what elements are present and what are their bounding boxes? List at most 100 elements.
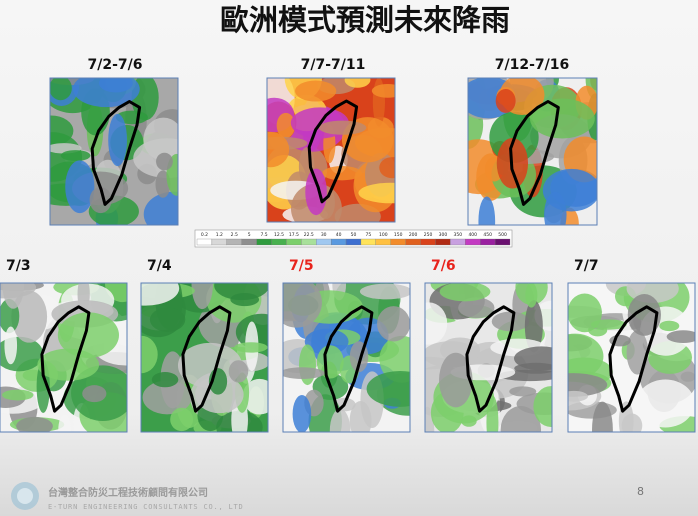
legend-tick-label: 450 [483,232,492,238]
map-frame [467,77,598,226]
rain-blob [98,78,133,93]
rain-blob [529,98,595,139]
island-outline [323,305,374,413]
day-label: 7/6 [431,258,456,274]
rain-blob [439,352,473,408]
legend-swatch [316,238,332,246]
rain-blob [568,373,608,397]
rain-blob [621,413,643,432]
rain-map [468,78,597,225]
legend-swatch [435,238,451,246]
legend-swatch [390,238,406,246]
rain-map [141,283,268,432]
legend-tick-label: 50 [351,232,357,238]
legend-tick-label: 7.5 [260,232,267,238]
legend-tick-label: 30 [321,232,327,238]
rain-blob [329,408,351,432]
rain-blob [371,83,395,98]
legend-swatch [345,238,362,246]
rain-blob [659,320,680,332]
rain-blob [283,283,322,328]
rain-blob [267,131,290,168]
legend-tick-label: 5 [248,232,251,238]
rain-blob [377,306,410,342]
rain-blob [89,186,112,214]
legend-tick-label: 75 [366,232,372,238]
rain-blob [318,120,367,135]
rain-blob [2,389,34,401]
rain-blob [50,78,72,101]
rain-blob [104,283,127,303]
legend-tick-label: 12.5 [274,232,284,238]
island-outline [307,99,359,204]
rain-blob [514,346,552,371]
legend-swatch [360,238,377,246]
legend-swatch [241,238,257,246]
rain-blob [2,283,25,309]
logo-inner [17,488,33,504]
rain-blob [544,191,567,225]
rain-blob [230,292,260,307]
rain-blob [636,379,695,428]
legend-swatch [450,238,466,246]
rain-blob [379,157,395,179]
rain-map [267,78,395,222]
legend-tick-label: 40 [336,232,342,238]
rain-blob [143,191,178,225]
rain-blob [11,290,48,343]
map-frame [0,282,128,433]
rain-blob [82,385,107,403]
legend-tick-label: 250 [424,232,433,238]
legend-swatch [465,238,481,246]
rain-blob [458,297,495,319]
company-english: E-TURN ENGINEERING CONSULTANTS CO., LTD [48,503,244,511]
rain-blob [359,283,410,300]
rain-blob [292,394,312,432]
legend-tick-label: 400 [468,232,477,238]
legend-swatch [405,238,421,246]
day-label: 7/4 [147,258,172,274]
legend-swatch [226,238,242,246]
legend-tick-label: 17.5 [289,232,299,238]
page-number: 8 [637,485,644,498]
day-label: 7/3 [6,258,31,274]
day-label: 7/5 [289,258,314,274]
rain-blob [568,390,588,402]
rain-blob [680,371,695,382]
maps [0,77,696,433]
legend-swatch [330,238,347,246]
legend-swatch [211,238,227,246]
rain-blob [108,113,127,167]
rain-blob [666,330,695,343]
legend-tick-label: 2.5 [231,232,238,238]
rain-blob [16,416,53,432]
map-frame [282,282,411,433]
legend-tick-label: 1.2 [216,232,223,238]
rain-map [0,283,127,432]
rain-blob [156,152,173,171]
island-outline [40,305,91,413]
legend-tick-label: 500 [498,232,507,238]
rain-blob [299,344,316,386]
rain-blob [322,166,362,181]
legend-tick-label: 150 [394,232,403,238]
rain-blob [170,407,194,432]
legend-swatch [301,238,317,246]
period-label: 7/2-7/6 [87,57,142,73]
map-frame [424,282,553,433]
rain-blob [316,345,344,379]
slide-title: 歐洲模式預測未來降雨 [220,3,510,37]
island-outline [90,100,142,206]
map-frame [266,77,396,223]
rain-blob [57,312,119,358]
legend-swatch [480,238,496,246]
legend-tick-label: 200 [409,232,418,238]
island-outline [465,305,516,413]
rain-blob [276,112,296,138]
rain-map [283,283,410,432]
rain-blob [366,370,410,407]
rain-blob [524,300,543,353]
legend-swatch [196,238,213,246]
rain-blob [495,88,516,113]
